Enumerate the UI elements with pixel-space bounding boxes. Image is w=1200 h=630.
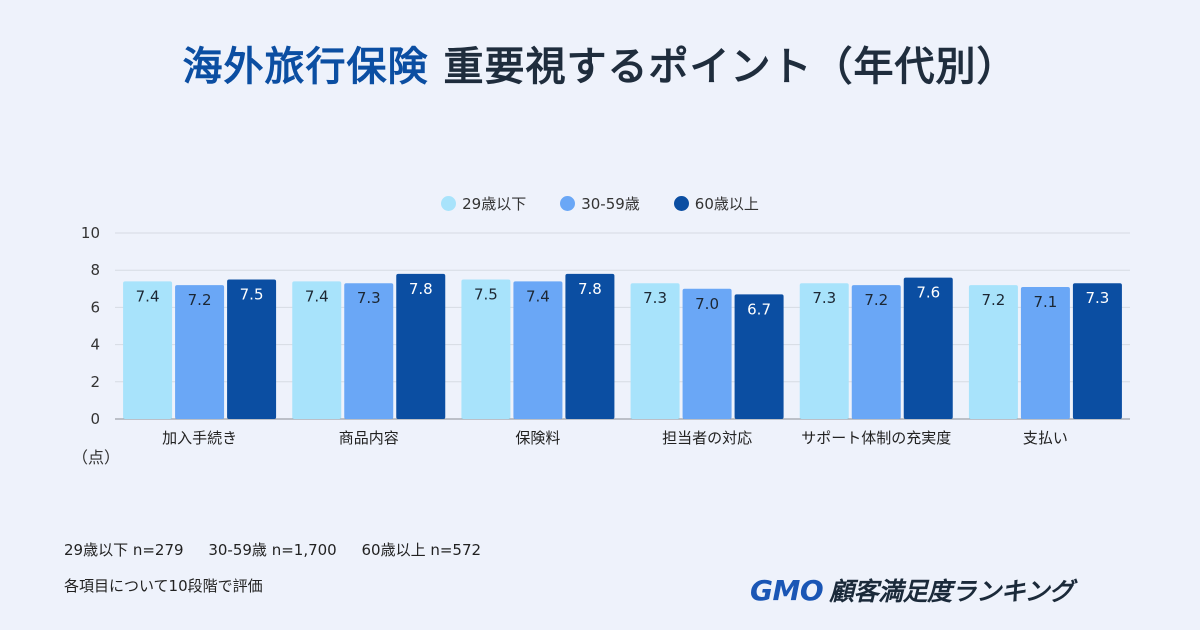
bar-value-label: 7.3 [357,289,381,307]
x-category-label: サポート体制の充実度 [801,429,951,447]
bar [903,277,953,419]
legend-dot-30-59 [560,196,576,211]
bar [1072,283,1122,419]
y-tick-label: 8 [90,261,100,279]
y-tick-label: 4 [90,336,100,354]
x-category-label: 保険料 [515,429,560,447]
bar-value-label: 7.0 [695,295,719,313]
y-axis-unit-label: （点） [72,448,120,467]
logo-text: 顧客満足度ランキング [829,577,1074,606]
bar-value-label: 7.2 [864,291,888,309]
bar-value-label: 7.3 [812,289,836,307]
bar-value-label: 7.3 [643,289,667,307]
bar-value-label: 7.4 [305,287,329,305]
sample-size-29: 29歳以下 n=279 [64,541,184,559]
x-category-label: 商品内容 [339,429,399,447]
legend-label-30-59: 30-59歳 [581,195,640,213]
bar [513,281,563,419]
bar-value-label: 7.3 [1085,289,1109,307]
sample-sizes: 29歳以下 n=279 30-59歳 n=1,700 60歳以上 n=572 [64,532,501,568]
bar-value-label: 7.6 [916,284,940,302]
legend-item-30-59[interactable]: 30-59歳 [560,193,640,214]
bar [396,273,446,419]
bar [227,279,277,419]
bar-value-label: 7.4 [526,287,550,305]
bar [630,283,680,419]
y-tick-label: 0 [90,410,100,428]
bar-value-label: 6.7 [747,300,771,318]
legend-label-29: 29歳以下 [462,195,527,213]
notes: 29歳以下 n=279 30-59歳 n=1,700 60歳以上 n=572 各… [64,532,501,604]
bar-value-label: 7.1 [1033,293,1057,311]
bar-value-label: 7.5 [240,286,264,304]
bar-value-label: 7.2 [981,291,1005,309]
bar [968,285,1018,419]
legend: 29歳以下 30-59歳 60歳以上 [0,193,1200,214]
bar [123,281,173,419]
bar [292,281,342,419]
legend-dot-29 [441,196,457,211]
bar [1020,286,1070,419]
bar [734,294,784,419]
sample-size-60: 60歳以上 n=572 [361,541,482,559]
bar [461,279,511,419]
x-category-label: 担当者の対応 [662,429,752,447]
bar-value-label: 7.2 [188,291,212,309]
y-tick-label: 6 [90,298,100,316]
bar [565,273,615,419]
x-category-label: 支払い [1023,429,1068,447]
bar-value-label: 7.8 [409,280,433,298]
bar-value-label: 7.8 [578,280,602,298]
logo-gmo: GMO [750,574,824,607]
method-note: 各項目について10段階で評価 [64,577,263,595]
sample-size-30-59: 30-59歳 n=1,700 [208,541,337,559]
bar [682,288,732,419]
legend-item-60[interactable]: 60歳以上 [673,193,759,214]
legend-label-60: 60歳以上 [694,195,759,213]
x-category-label: 加入手続き [162,429,237,447]
y-tick-label: 2 [90,373,100,391]
y-tick-label: 10 [81,224,100,242]
legend-item-29[interactable]: 29歳以下 [441,193,526,214]
title-accent: 海外旅行保険 [182,44,429,90]
bar-value-label: 7.4 [136,287,160,305]
bar [344,283,394,419]
bar-value-label: 7.5 [474,286,498,304]
bar [799,283,849,419]
legend-dot-60 [673,196,689,211]
brand-logo[interactable]: GMO 顧客満足度ランキング [750,572,1074,608]
bar [851,285,901,419]
title-rest: 重要視するポイント（年代別） [443,44,1018,90]
chart-title: 海外旅行保険 重要視するポイント（年代別） [0,34,1200,92]
bar [175,285,225,419]
